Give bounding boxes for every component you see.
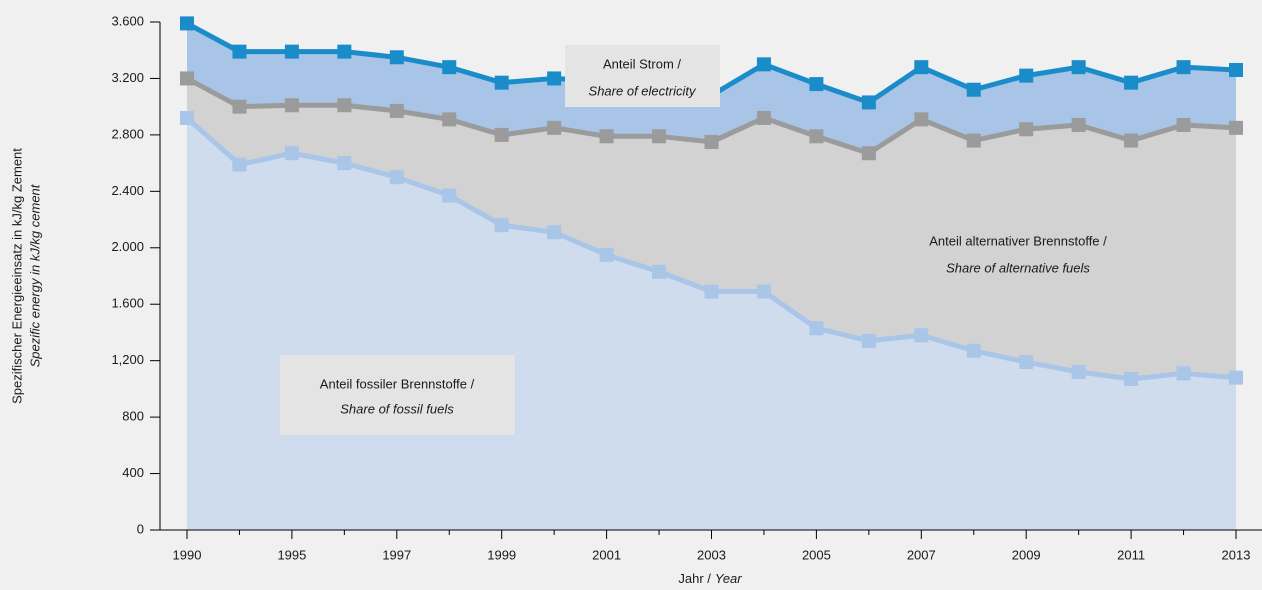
marker xyxy=(232,44,247,59)
y-tick-label: 2.800 xyxy=(111,126,144,141)
x-tick-label: 2003 xyxy=(697,547,726,562)
marker xyxy=(809,77,824,92)
x-tick-label: 2007 xyxy=(907,547,936,562)
marker xyxy=(547,120,562,135)
marker xyxy=(547,225,562,240)
marker xyxy=(494,218,509,233)
series-label: Share of fossil fuels xyxy=(340,401,454,416)
x-tick-label: 1995 xyxy=(277,547,306,562)
marker xyxy=(966,133,981,148)
marker xyxy=(756,57,771,72)
marker xyxy=(1176,366,1191,381)
marker xyxy=(704,134,719,149)
area xyxy=(187,23,1236,154)
marker xyxy=(599,129,614,144)
y-axis-label: Spezifischer Energieeinsatz in kJ/kg Zem… xyxy=(9,148,24,404)
marker xyxy=(442,112,457,127)
marker xyxy=(861,146,876,161)
y-tick-label: 2.400 xyxy=(111,183,144,198)
marker xyxy=(337,98,352,113)
y-tick-label: 0 xyxy=(137,521,144,536)
y-tick-label: 3.200 xyxy=(111,70,144,85)
marker xyxy=(337,156,352,171)
series-label: Share of alternative fuels xyxy=(946,260,1090,275)
y-axis-label: Spezific energy in kJ/kg cement xyxy=(27,183,42,367)
area xyxy=(187,78,1236,380)
series-label: Anteil alternativer Brennstoffe / xyxy=(929,233,1107,248)
marker xyxy=(389,103,404,118)
y-tick-label: 800 xyxy=(122,409,144,424)
marker xyxy=(1019,355,1034,370)
marker xyxy=(337,44,352,59)
marker xyxy=(652,264,667,279)
x-tick-label: 1990 xyxy=(173,547,202,562)
marker xyxy=(442,60,457,75)
marker xyxy=(1124,133,1139,148)
x-tick-label: 2001 xyxy=(592,547,621,562)
marker xyxy=(547,71,562,86)
marker xyxy=(1229,62,1243,77)
marker xyxy=(861,95,876,110)
marker xyxy=(1124,75,1139,90)
marker xyxy=(966,343,981,358)
marker xyxy=(284,146,299,161)
marker xyxy=(442,188,457,203)
x-tick-label: 1999 xyxy=(487,547,516,562)
x-tick-label: 2005 xyxy=(802,547,831,562)
marker xyxy=(1071,118,1086,133)
marker xyxy=(966,82,981,97)
x-axis-label-en: Year xyxy=(715,571,742,586)
marker xyxy=(1071,364,1086,379)
marker xyxy=(180,71,194,86)
y-tick-label: 3.600 xyxy=(111,13,144,28)
marker xyxy=(1229,120,1243,135)
x-tick-label: 2013 xyxy=(1222,547,1251,562)
marker xyxy=(914,60,929,75)
marker xyxy=(809,321,824,336)
label-box xyxy=(280,355,515,435)
x-axis-label: Jahr / Year xyxy=(678,571,742,586)
marker xyxy=(1019,122,1034,137)
marker xyxy=(1019,68,1034,83)
marker xyxy=(704,284,719,299)
marker xyxy=(652,129,667,144)
y-tick-label: 400 xyxy=(122,465,144,480)
x-axis-label-de: Jahr / xyxy=(678,571,711,586)
marker xyxy=(1071,60,1086,75)
marker xyxy=(494,75,509,90)
y-tick-label: 2.000 xyxy=(111,239,144,254)
series-label: Anteil Strom / xyxy=(603,56,681,71)
marker xyxy=(232,157,247,172)
x-tick-label: 2011 xyxy=(1117,547,1145,562)
marker xyxy=(284,44,299,59)
marker xyxy=(756,284,771,299)
marker xyxy=(232,99,247,114)
marker xyxy=(389,50,404,65)
marker xyxy=(284,98,299,113)
marker xyxy=(389,170,404,185)
marker xyxy=(494,127,509,142)
x-tick-label: 2009 xyxy=(1012,547,1041,562)
x-tick-label: 1997 xyxy=(382,547,411,562)
label-box xyxy=(565,45,720,107)
marker xyxy=(914,112,929,127)
marker xyxy=(599,247,614,262)
marker xyxy=(1176,118,1191,133)
marker xyxy=(180,16,194,31)
y-tick-label: 1,200 xyxy=(111,352,144,367)
marker xyxy=(1124,372,1139,387)
marker xyxy=(809,129,824,144)
y-tick-label: 1.600 xyxy=(111,296,144,311)
series-label: Share of electricity xyxy=(589,83,697,98)
marker xyxy=(914,328,929,343)
marker xyxy=(180,110,194,125)
plot: 0 400 800 1,200 1.600 2.000 2.400 2.800 3.200 3.6… xyxy=(111,13,1262,562)
marker xyxy=(861,333,876,348)
marker xyxy=(1176,60,1191,75)
series-label: Anteil fossiler Brennstoffe / xyxy=(320,376,475,391)
marker xyxy=(1229,370,1243,385)
marker xyxy=(756,110,771,125)
